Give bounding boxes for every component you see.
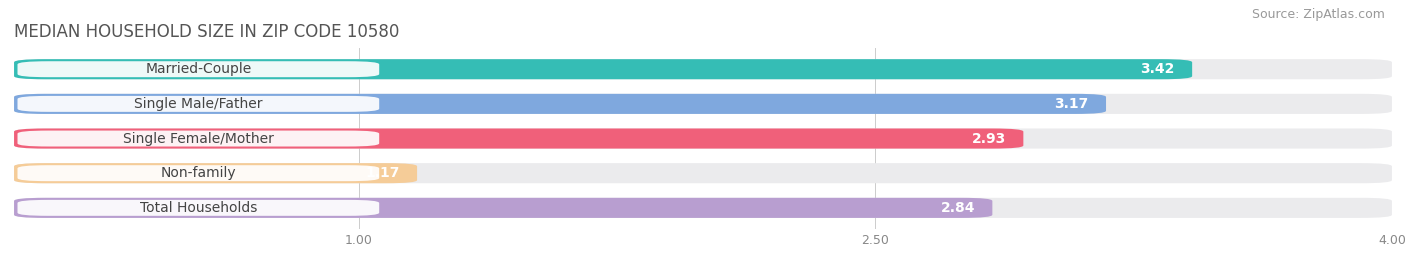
Text: 3.17: 3.17 [1054,97,1088,111]
Text: 3.42: 3.42 [1140,62,1175,76]
Text: Non-family: Non-family [160,166,236,180]
Text: Married-Couple: Married-Couple [145,62,252,76]
Text: 2.84: 2.84 [941,201,976,215]
FancyBboxPatch shape [17,61,380,77]
FancyBboxPatch shape [14,129,1024,148]
Text: Single Female/Mother: Single Female/Mother [122,132,274,146]
Text: Single Male/Father: Single Male/Father [134,97,263,111]
FancyBboxPatch shape [14,94,1392,114]
Text: Source: ZipAtlas.com: Source: ZipAtlas.com [1251,8,1385,21]
FancyBboxPatch shape [14,59,1392,79]
FancyBboxPatch shape [14,163,418,183]
FancyBboxPatch shape [17,200,380,216]
Text: MEDIAN HOUSEHOLD SIZE IN ZIP CODE 10580: MEDIAN HOUSEHOLD SIZE IN ZIP CODE 10580 [14,23,399,41]
FancyBboxPatch shape [14,198,1392,218]
FancyBboxPatch shape [14,94,1107,114]
Text: Total Households: Total Households [139,201,257,215]
FancyBboxPatch shape [14,198,993,218]
FancyBboxPatch shape [14,163,1392,183]
FancyBboxPatch shape [17,165,380,181]
Text: 1.17: 1.17 [366,166,399,180]
FancyBboxPatch shape [14,129,1392,148]
FancyBboxPatch shape [17,130,380,147]
FancyBboxPatch shape [17,96,380,112]
FancyBboxPatch shape [14,59,1192,79]
Text: 2.93: 2.93 [972,132,1007,146]
